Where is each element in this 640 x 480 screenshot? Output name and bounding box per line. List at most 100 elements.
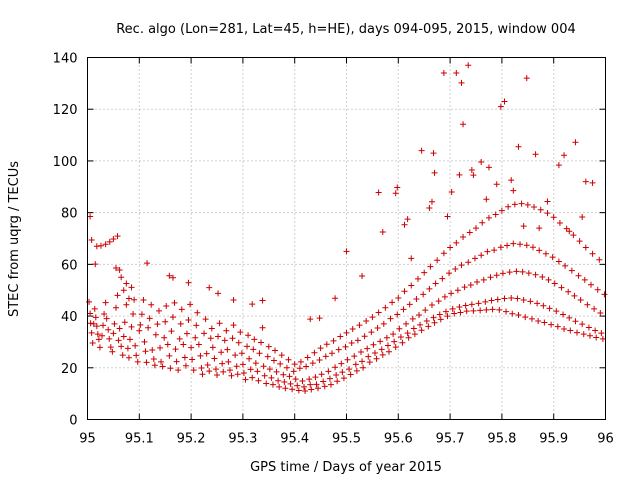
data-point bbox=[333, 372, 340, 379]
data-point bbox=[106, 335, 113, 342]
data-point bbox=[479, 219, 486, 226]
data-point bbox=[237, 329, 244, 336]
data-point bbox=[199, 371, 206, 378]
data-point bbox=[116, 267, 123, 274]
data-point bbox=[270, 357, 277, 364]
data-point bbox=[295, 387, 302, 394]
data-point bbox=[249, 374, 256, 381]
data-point bbox=[92, 261, 99, 268]
data-point bbox=[94, 331, 101, 338]
data-point bbox=[187, 301, 194, 308]
data-point bbox=[460, 121, 467, 128]
x-tick-label: 95.7 bbox=[436, 432, 465, 447]
data-point bbox=[487, 274, 494, 281]
data-point bbox=[142, 348, 149, 355]
data-point bbox=[124, 345, 131, 352]
data-point bbox=[335, 346, 342, 353]
data-point bbox=[577, 297, 584, 304]
data-point bbox=[255, 377, 262, 384]
data-point bbox=[536, 247, 543, 254]
data-point bbox=[106, 238, 113, 245]
data-point bbox=[482, 298, 489, 305]
data-point bbox=[391, 338, 398, 345]
data-point bbox=[566, 228, 573, 235]
data-point bbox=[520, 223, 527, 230]
data-point bbox=[290, 368, 297, 375]
data-point bbox=[302, 388, 309, 395]
data-point bbox=[423, 317, 430, 324]
data-point bbox=[268, 374, 275, 381]
data-point bbox=[152, 331, 159, 338]
data-point bbox=[340, 375, 347, 382]
data-point bbox=[118, 274, 125, 281]
data-point bbox=[375, 309, 382, 316]
data-point bbox=[426, 285, 433, 292]
data-point bbox=[238, 350, 245, 357]
data-point bbox=[571, 292, 578, 299]
data-point bbox=[470, 172, 477, 179]
data-point bbox=[167, 365, 174, 372]
data-point bbox=[454, 287, 461, 294]
data-point bbox=[515, 312, 522, 319]
data-point bbox=[566, 314, 573, 321]
data-point bbox=[159, 363, 166, 370]
data-point bbox=[256, 350, 263, 357]
x-tick-label: 96 bbox=[597, 432, 614, 447]
data-point bbox=[246, 355, 253, 362]
data-point bbox=[87, 320, 94, 327]
data-point bbox=[417, 321, 424, 328]
data-point bbox=[276, 383, 283, 390]
data-point bbox=[601, 291, 608, 298]
data-point bbox=[390, 331, 397, 338]
data-point bbox=[383, 334, 390, 341]
data-point bbox=[503, 308, 510, 315]
data-point bbox=[483, 196, 490, 203]
data-point bbox=[363, 317, 370, 324]
data-point bbox=[501, 98, 508, 105]
data-point bbox=[405, 334, 412, 341]
data-point bbox=[493, 272, 500, 279]
data-point bbox=[461, 284, 468, 291]
data-point bbox=[244, 343, 251, 350]
data-point bbox=[369, 314, 376, 321]
data-point bbox=[395, 294, 402, 301]
tick-labels: 95 95.1 95.2 95.3 95.4 95.5 95.6 95.7 95.8 95.9 96… bbox=[53, 52, 614, 447]
data-point bbox=[475, 300, 482, 307]
data-point bbox=[220, 368, 227, 375]
data-point bbox=[460, 233, 467, 240]
data-point bbox=[408, 282, 415, 289]
data-point bbox=[88, 329, 95, 336]
data-point bbox=[553, 308, 560, 315]
data-point bbox=[528, 315, 535, 322]
data-point bbox=[523, 242, 530, 249]
data-point bbox=[301, 383, 308, 390]
data-point bbox=[497, 244, 504, 251]
data-point bbox=[592, 327, 599, 334]
data-point bbox=[226, 367, 233, 374]
data-point bbox=[189, 356, 196, 363]
data-point bbox=[119, 352, 126, 359]
data-point bbox=[150, 355, 157, 362]
data-point bbox=[434, 257, 441, 264]
data-point bbox=[225, 358, 232, 365]
data-point bbox=[447, 244, 454, 251]
x-tick-label: 95.8 bbox=[487, 432, 516, 447]
data-point bbox=[359, 272, 366, 279]
data-point bbox=[510, 187, 517, 194]
data-point bbox=[561, 152, 568, 159]
data-point bbox=[128, 323, 135, 330]
data-point bbox=[114, 233, 121, 240]
x-tick-label: 95.6 bbox=[384, 432, 413, 447]
y-tick-label: 120 bbox=[53, 103, 78, 118]
data-point bbox=[531, 203, 538, 210]
data-point bbox=[146, 315, 153, 322]
data-point bbox=[143, 359, 150, 366]
data-point bbox=[374, 324, 381, 331]
data-point bbox=[403, 320, 410, 327]
data-point bbox=[511, 201, 518, 208]
data-point bbox=[287, 380, 294, 387]
data-point bbox=[359, 358, 366, 365]
chart-title: Rec. algo (Lon=281, Lat=45, h=HE), days … bbox=[116, 22, 576, 37]
data-point bbox=[318, 371, 325, 378]
